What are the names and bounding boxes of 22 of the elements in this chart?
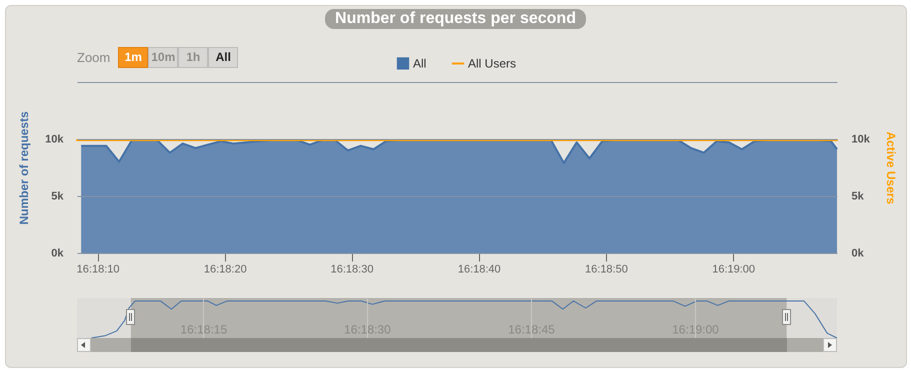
y-tick-label: 10k xyxy=(45,134,64,146)
y2-tick-label: 5k xyxy=(852,190,865,202)
range-button: 10m xyxy=(148,47,178,68)
x-tick-label: 16:18:40 xyxy=(458,264,501,276)
x-tick-label: 16:19:00 xyxy=(712,264,756,276)
y-axis-title: Number of requests xyxy=(17,111,32,225)
range-button: All xyxy=(208,47,238,68)
text: Zoom xyxy=(77,50,110,65)
y-tick-label: 5k xyxy=(51,190,64,202)
y-tick-label: 0k xyxy=(51,248,64,260)
y2-tick-label: 0k xyxy=(852,248,865,260)
y2-axis-title: Active Users xyxy=(884,132,898,205)
x-tick-label: 16:18:10 xyxy=(76,264,120,276)
x-tick-label: 16:18:50 xyxy=(585,264,628,276)
chart-title: Number of requests per second xyxy=(325,9,586,29)
legend-label: All Users xyxy=(468,56,516,70)
legend-label: All xyxy=(413,56,426,70)
y2-tick-label: 10k xyxy=(852,134,871,146)
range-button: 1h xyxy=(178,47,208,68)
range-button: 1m xyxy=(118,47,148,68)
x-tick-label: 16:18:30 xyxy=(330,264,374,276)
x-tick-label: 16:18:20 xyxy=(204,264,247,276)
